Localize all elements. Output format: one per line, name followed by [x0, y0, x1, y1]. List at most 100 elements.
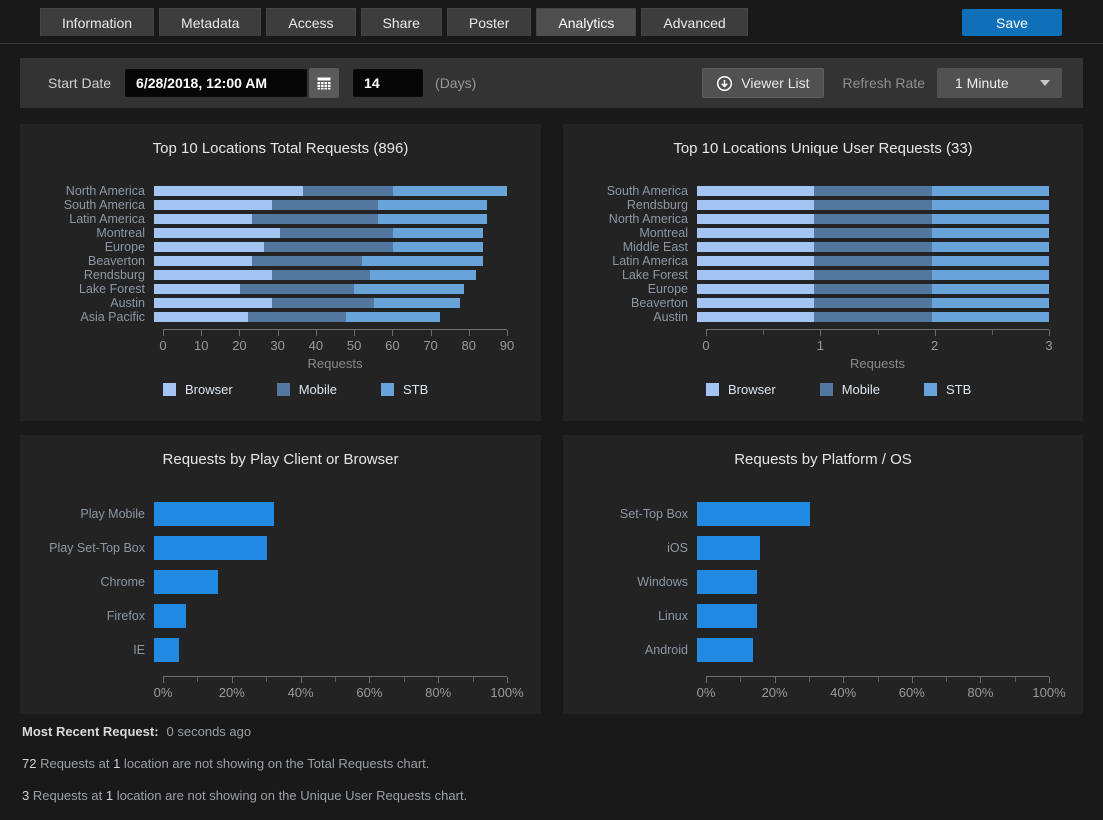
- category-label: Montreal: [96, 226, 145, 240]
- chart-row: Europe: [40, 240, 507, 254]
- bar-track: [697, 256, 1049, 266]
- axis-tick: [392, 330, 394, 336]
- axis-tick-label: 100%: [490, 685, 524, 700]
- tab-access[interactable]: Access: [266, 8, 356, 36]
- bar-track: [697, 214, 1049, 224]
- bar-track: [154, 638, 507, 662]
- bar-segment-browser: [154, 298, 272, 308]
- bar-track: [697, 228, 1049, 238]
- chart-legend: Browser Mobile STB: [163, 382, 472, 397]
- bar-segment-stb: [931, 200, 1049, 210]
- legend-swatch: [819, 383, 833, 396]
- chart-x-axis: 0 1 2 3: [702, 329, 1053, 357]
- save-button[interactable]: Save: [962, 9, 1062, 36]
- bar-segment-stb: [931, 228, 1049, 238]
- axis-minor-tick: [808, 677, 810, 682]
- axis-tick-label: 20%: [761, 685, 788, 700]
- bar-segment-mobile: [814, 312, 932, 322]
- note-text: location are not showing on the Total Re…: [120, 756, 430, 771]
- axis-tick-label: 40%: [830, 685, 857, 700]
- tab-metadata[interactable]: Metadata: [159, 8, 262, 36]
- bar-segment-browser: [697, 228, 815, 238]
- category-label: Austin: [653, 310, 688, 324]
- axis-tick: [507, 677, 508, 683]
- bar-track: [697, 312, 1049, 322]
- legend-label: Mobile: [298, 382, 337, 397]
- axis-tick-label: 30: [270, 338, 285, 353]
- most-recent-request: Most Recent Request: 0 seconds ago: [22, 724, 467, 739]
- bar-segment-browser: [697, 200, 815, 210]
- most-recent-request-label: Most Recent Request:: [22, 724, 159, 739]
- tab-poster[interactable]: Poster: [446, 8, 532, 36]
- bar-track: [697, 186, 1049, 196]
- axis-tick-label: 1: [816, 338, 824, 353]
- axis-minor-tick: [472, 677, 474, 682]
- axis-tick: [438, 677, 440, 683]
- bar-segment-browser: [154, 200, 272, 210]
- legend-label: STB: [402, 382, 429, 397]
- category-label: North America: [65, 184, 145, 198]
- category-label: iOS: [667, 541, 688, 555]
- bar-track: [154, 200, 507, 210]
- tab-analytics[interactable]: Analytics: [536, 8, 637, 36]
- bar-track: [154, 298, 507, 308]
- chart-row: North America: [583, 212, 1049, 226]
- category-label: IE: [133, 643, 145, 657]
- viewer-list-button[interactable]: Viewer List: [702, 68, 824, 98]
- bar-segment-browser: [154, 256, 253, 266]
- bar-track: [154, 270, 507, 280]
- days-input[interactable]: [353, 69, 424, 97]
- category-label: Latin America: [69, 212, 145, 226]
- axis-minor-tick: [946, 677, 948, 682]
- bar-track: [697, 570, 1049, 594]
- bar: [697, 536, 761, 560]
- category-label: Montreal: [639, 226, 688, 240]
- refresh-rate-value: 1 Minute: [955, 75, 1009, 91]
- category-label: Beaverton: [631, 296, 688, 310]
- bar-segment-stb: [931, 256, 1049, 266]
- start-date-input[interactable]: [125, 69, 308, 97]
- category-label: Asia Pacific: [80, 310, 145, 324]
- axis-tick-label: 80%: [425, 685, 452, 700]
- legend-item-stb: STB: [923, 382, 971, 397]
- bar-segment-browser: [697, 298, 815, 308]
- chart-row: Firefox: [40, 599, 507, 633]
- category-label: North America: [608, 212, 688, 226]
- bar-track: [154, 186, 507, 196]
- axis-tick: [507, 330, 508, 336]
- tab-advanced[interactable]: Advanced: [641, 8, 748, 36]
- bar: [697, 638, 754, 662]
- chart-panel-unique-user-requests: Top 10 Locations Unique User Requests (3…: [563, 124, 1083, 421]
- bar-track: [154, 312, 507, 322]
- chart-row: Latin America: [583, 254, 1049, 268]
- axis-tick-label: 40: [308, 338, 324, 353]
- legend-label: Mobile: [841, 382, 880, 397]
- axis-tick-label: 100%: [1032, 685, 1066, 700]
- bar-segment-stb: [931, 270, 1049, 280]
- bar-segment-mobile: [263, 242, 394, 252]
- calendar-button[interactable]: [309, 68, 340, 98]
- category-label: Linux: [658, 609, 688, 623]
- axis-tick: [706, 330, 707, 336]
- category-label: Rendsburg: [626, 198, 688, 212]
- tab-information[interactable]: Information: [40, 8, 155, 36]
- bar-segment-stb: [354, 284, 464, 294]
- axis-tick-label: 90: [499, 338, 515, 353]
- axis-tick: [300, 677, 302, 683]
- category-label: Rendsburg: [83, 268, 145, 282]
- category-label: Android: [644, 643, 688, 657]
- start-date-label: Start Date: [48, 75, 112, 91]
- bar-segment-stb: [931, 312, 1049, 322]
- bar: [697, 502, 810, 526]
- axis-tick-label: 0: [702, 338, 710, 353]
- bar-track: [697, 298, 1049, 308]
- axis-tick: [369, 677, 371, 683]
- category-label: Set-Top Box: [619, 507, 688, 521]
- most-recent-request-value: 0 seconds ago: [166, 724, 252, 739]
- tab-share[interactable]: Share: [360, 8, 442, 36]
- axis-tick: [239, 330, 241, 336]
- refresh-rate-dropdown[interactable]: 1 Minute: [937, 68, 1062, 98]
- chart-row: Montreal: [583, 226, 1049, 240]
- chart-row: Lake Forest: [583, 268, 1049, 282]
- bar-track: [154, 242, 507, 252]
